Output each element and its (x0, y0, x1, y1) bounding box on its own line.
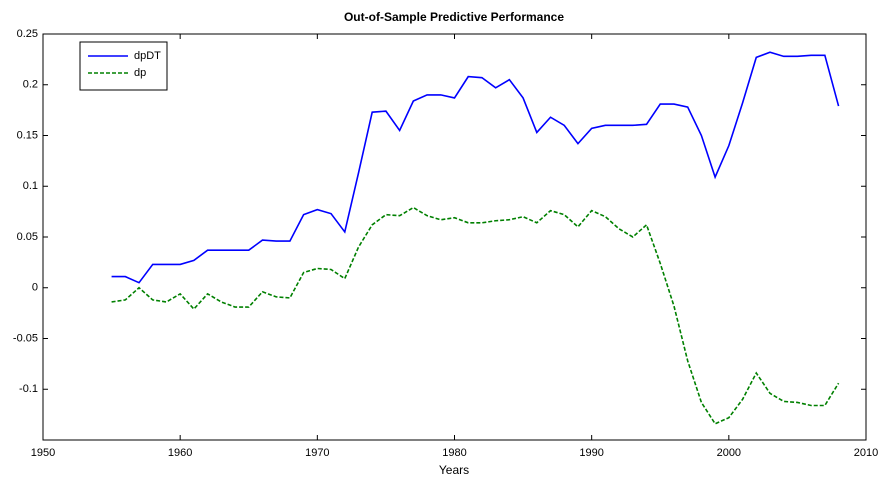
y-tick-label: -0.1 (19, 383, 38, 395)
legend-box (79, 41, 168, 91)
y-tick-label: 0 (32, 282, 38, 294)
x-tick-label: 1980 (442, 447, 466, 459)
y-tick-label: 0.05 (17, 231, 38, 243)
x-tick-label: 1960 (168, 447, 192, 459)
y-tick-label: -0.05 (13, 332, 38, 344)
y-tick-label: 0.25 (17, 28, 38, 40)
x-tick-label: 2010 (854, 447, 878, 459)
x-tick-label: 2000 (717, 447, 741, 459)
x-axis-label: Years (439, 463, 469, 477)
y-tick-label: 0.15 (17, 129, 38, 141)
x-tick-label: 1970 (305, 447, 329, 459)
y-tick-label: 0.2 (23, 79, 38, 91)
legend-label: dpDT (134, 50, 161, 62)
chart-title: Out-of-Sample Predictive Performance (344, 10, 564, 24)
y-tick-label: 0.1 (23, 180, 38, 192)
x-tick-label: 1950 (31, 447, 55, 459)
plot-area (42, 33, 867, 441)
legend-label: dp (134, 67, 146, 79)
data-line (111, 206, 840, 425)
data-line (111, 51, 840, 284)
x-tick-label: 1990 (579, 447, 603, 459)
